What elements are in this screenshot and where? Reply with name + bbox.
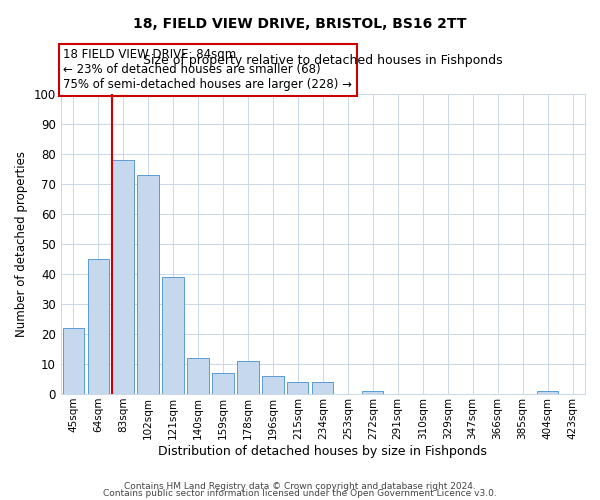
Bar xyxy=(287,382,308,394)
Bar xyxy=(137,176,158,394)
Bar xyxy=(163,277,184,394)
Bar xyxy=(238,361,259,394)
Bar xyxy=(362,391,383,394)
Bar xyxy=(312,382,334,394)
Bar xyxy=(212,373,233,394)
Text: Contains public sector information licensed under the Open Government Licence v3: Contains public sector information licen… xyxy=(103,488,497,498)
Text: 18, FIELD VIEW DRIVE, BRISTOL, BS16 2TT: 18, FIELD VIEW DRIVE, BRISTOL, BS16 2TT xyxy=(133,18,467,32)
Text: 18 FIELD VIEW DRIVE: 84sqm
← 23% of detached houses are smaller (68)
75% of semi: 18 FIELD VIEW DRIVE: 84sqm ← 23% of deta… xyxy=(63,48,352,92)
Title: Size of property relative to detached houses in Fishponds: Size of property relative to detached ho… xyxy=(143,54,503,67)
Text: Contains HM Land Registry data © Crown copyright and database right 2024.: Contains HM Land Registry data © Crown c… xyxy=(124,482,476,491)
Y-axis label: Number of detached properties: Number of detached properties xyxy=(15,151,28,337)
Bar xyxy=(62,328,84,394)
Bar xyxy=(262,376,284,394)
Bar xyxy=(537,391,558,394)
Bar xyxy=(187,358,209,394)
Bar xyxy=(112,160,134,394)
Bar xyxy=(88,259,109,394)
X-axis label: Distribution of detached houses by size in Fishponds: Distribution of detached houses by size … xyxy=(158,444,487,458)
